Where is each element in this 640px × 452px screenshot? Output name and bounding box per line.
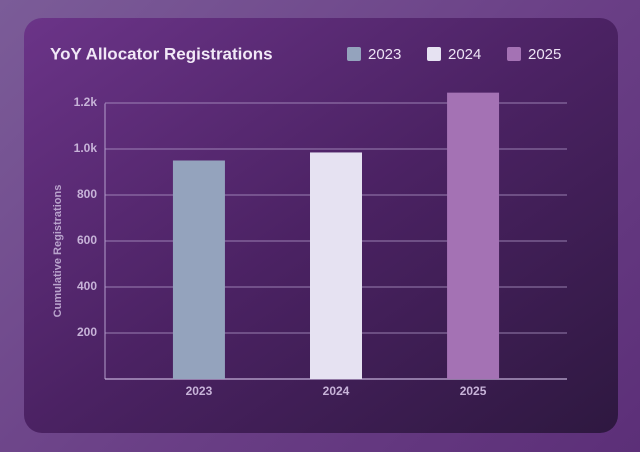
bar (172, 160, 225, 379)
y-tick-label: 200 (77, 325, 97, 339)
y-tick-label: 1.0k (74, 141, 98, 155)
x-tick-label: 2023 (186, 384, 213, 398)
legend-label: 2024 (448, 46, 481, 63)
chart-title: YoY Allocator Registrations (50, 44, 273, 63)
x-tick-label: 2024 (323, 384, 350, 398)
legend-swatch (427, 47, 441, 61)
bar (447, 92, 500, 380)
legend-label: 2023 (368, 46, 401, 63)
y-tick-label: 1.2k (74, 95, 98, 109)
y-tick-label: 800 (77, 187, 97, 201)
legend-label: 2025 (528, 46, 561, 63)
y-tick-label: 400 (77, 279, 97, 293)
y-tick-label: 600 (77, 233, 97, 247)
y-axis-label: Cumulative Registrations (52, 185, 64, 318)
legend-swatch (347, 47, 361, 61)
bar (310, 152, 362, 379)
legend-swatch (507, 47, 521, 61)
x-tick-label: 2025 (460, 384, 487, 398)
